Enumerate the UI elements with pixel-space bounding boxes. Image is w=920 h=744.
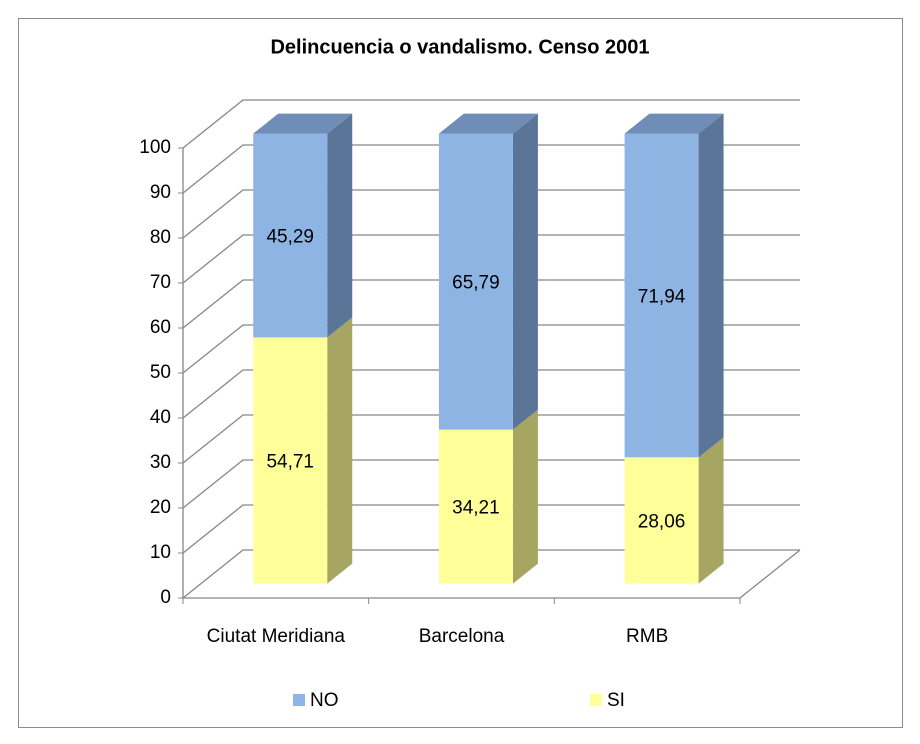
grid-line: [182, 549, 800, 599]
value-label: 28,06: [638, 511, 686, 532]
grid-line: [182, 369, 800, 419]
grid-line: [182, 144, 800, 194]
bar: [624, 133, 699, 458]
x-tick-label: Ciutat Meridiana: [206, 626, 345, 647]
bar-top: [253, 113, 353, 134]
bar-side: [512, 113, 538, 430]
y-tick-label: 40: [150, 407, 171, 428]
legend-swatch: [590, 694, 602, 706]
legend-label: SI: [607, 690, 625, 711]
grid-line: [182, 234, 800, 284]
bar-side: [698, 113, 724, 458]
y-tick-label: 30: [150, 452, 171, 473]
y-tick-label: 50: [150, 362, 171, 383]
value-label: 54,71: [266, 452, 314, 473]
y-tick-label: 90: [150, 182, 171, 203]
legend-label: NO: [310, 690, 339, 711]
x-tick-label: RMB: [626, 626, 669, 647]
grid-line: [182, 459, 800, 509]
bar: [624, 457, 699, 584]
grid-line: [182, 324, 800, 374]
bar: [438, 133, 513, 430]
y-tick-label: 80: [150, 227, 171, 248]
value-label: 71,94: [638, 286, 686, 307]
y-tick-label: 0: [160, 587, 171, 608]
y-tick-label: 20: [150, 497, 171, 518]
grid-line: [182, 279, 800, 329]
y-tick-label: 60: [150, 317, 171, 338]
bar: [253, 337, 328, 584]
bar: [438, 429, 513, 584]
grid-line: [182, 414, 800, 464]
bar-side: [327, 113, 353, 338]
bar-side: [512, 409, 538, 584]
chart-title: Delincuencia o vandalismo. Censo 2001: [270, 36, 649, 58]
bar: [253, 133, 328, 338]
y-tick-label: 70: [150, 272, 171, 293]
value-label: 45,29: [266, 227, 314, 248]
y-tick-label: 10: [150, 542, 171, 563]
legend-swatch: [293, 694, 305, 706]
x-tick-label: Barcelona: [418, 626, 505, 647]
value-label: 34,21: [452, 498, 500, 519]
grid-line: [182, 504, 800, 554]
bar-top: [438, 113, 538, 134]
value-label: 65,79: [452, 273, 500, 294]
bar-side: [327, 317, 353, 584]
grid-line: [182, 189, 800, 239]
bar-top: [624, 113, 724, 134]
bar-side: [698, 437, 724, 584]
y-tick-label: 100: [139, 137, 171, 158]
grid-line: [182, 99, 800, 149]
